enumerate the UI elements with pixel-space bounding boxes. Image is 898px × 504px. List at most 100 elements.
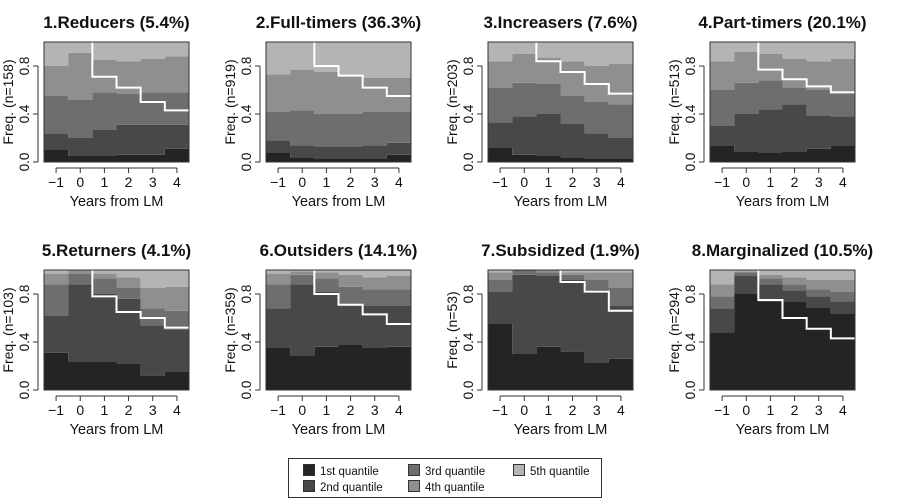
legend-swatch-2nd bbox=[303, 480, 315, 492]
band-quantile-1 bbox=[266, 344, 411, 390]
legend-swatch-4th bbox=[408, 480, 420, 492]
plot-frame bbox=[709, 41, 856, 163]
band-quantile-1 bbox=[710, 294, 855, 390]
y-tick-label: 0.0 bbox=[683, 381, 698, 400]
y-tick-label: 0.4 bbox=[461, 104, 476, 123]
step-line bbox=[91, 42, 189, 112]
y-axis-label: Freq. (n=513) bbox=[666, 59, 682, 144]
panel-6: 6.Outsiders (14.1%) −1 0 1 2 3 4 Years from LM 0… bbox=[222, 241, 417, 438]
x-tick-label: 2 bbox=[347, 402, 355, 418]
y-tick-label: 0.0 bbox=[239, 381, 254, 400]
y-tick-label: 0.8 bbox=[461, 285, 476, 304]
y-axis-label: Freq. (n=53) bbox=[444, 291, 460, 368]
band-quantile-1 bbox=[44, 352, 189, 390]
x-tick-label: 4 bbox=[839, 402, 847, 418]
band-quantile-1 bbox=[266, 152, 411, 162]
x-tick-label: 4 bbox=[617, 402, 625, 418]
x-tick-label: 0 bbox=[520, 402, 528, 418]
plot-frame bbox=[265, 41, 412, 163]
band-quantile-4 bbox=[266, 69, 411, 114]
legend-label-2nd: 2nd quantile bbox=[320, 482, 383, 494]
x-tick-label: 3 bbox=[815, 402, 823, 418]
step-line bbox=[91, 270, 189, 329]
plot-frame bbox=[709, 269, 856, 391]
x-tick-label: −1 bbox=[48, 402, 64, 418]
x-tick-label: 3 bbox=[371, 174, 379, 190]
x-tick-label: 3 bbox=[149, 174, 157, 190]
x-tick-label: 1 bbox=[323, 402, 331, 418]
band-quantile-5 bbox=[710, 270, 855, 285]
band-quantile-5 bbox=[488, 42, 633, 66]
panel-title: 5.Returners (4.1%) bbox=[42, 241, 191, 260]
x-axis-label: Years from LM bbox=[70, 194, 164, 210]
step-line bbox=[313, 42, 411, 97]
band-quantile-1 bbox=[710, 145, 855, 162]
x-tick-label: 2 bbox=[791, 174, 799, 190]
legend-item-4th: 4th quantile bbox=[408, 480, 484, 494]
panel-7: 7.Subsidized (1.9%) −1 0 1 2 3 4 Years from LM 0… bbox=[444, 241, 640, 438]
x-tick-label: 0 bbox=[520, 174, 528, 190]
x-axis-label: Years from LM bbox=[736, 422, 830, 438]
legend-swatch-1st bbox=[303, 464, 315, 476]
plot-frame bbox=[265, 269, 412, 391]
legend-item-3rd: 3rd quantile bbox=[408, 464, 485, 478]
x-tick-label: −1 bbox=[714, 402, 730, 418]
x-axis-label: Years from LM bbox=[514, 194, 608, 210]
x-tick-label: 2 bbox=[125, 402, 133, 418]
y-tick-label: 0.8 bbox=[17, 57, 32, 76]
x-tick-label: 3 bbox=[815, 174, 823, 190]
band-quantile-5 bbox=[44, 42, 189, 66]
y-tick-label: 0.4 bbox=[461, 332, 476, 351]
band-quantile-2 bbox=[710, 104, 855, 153]
x-axis-label: Years from LM bbox=[292, 422, 386, 438]
x-axis-label: Years from LM bbox=[292, 194, 386, 210]
x-tick-label: 4 bbox=[839, 174, 847, 190]
y-tick-label: 0.0 bbox=[17, 381, 32, 400]
x-tick-label: 1 bbox=[767, 402, 775, 418]
x-tick-label: 4 bbox=[173, 402, 181, 418]
y-tick-label: 0.4 bbox=[239, 332, 254, 351]
band-quantile-5 bbox=[266, 270, 411, 278]
x-tick-label: 1 bbox=[101, 174, 109, 190]
y-axis-label: Freq. (n=919) bbox=[222, 59, 238, 144]
band-quantile-4 bbox=[710, 271, 855, 297]
band-quantile-2 bbox=[488, 274, 633, 363]
x-tick-label: −1 bbox=[492, 174, 508, 190]
y-tick-label: 0.8 bbox=[683, 285, 698, 304]
x-tick-label: 0 bbox=[298, 402, 306, 418]
legend-label-1st: 1st quantile bbox=[320, 466, 379, 478]
y-axis-label: Freq. (n=158) bbox=[0, 59, 16, 144]
panel-3: 3.Increasers (7.6%) −1 0 1 2 3 4 Years from LM 0… bbox=[444, 13, 638, 210]
legend-swatch-3rd bbox=[408, 464, 420, 476]
y-tick-label: 0.4 bbox=[239, 104, 254, 123]
x-tick-label: 2 bbox=[347, 174, 355, 190]
y-tick-label: 0.8 bbox=[17, 285, 32, 304]
panel-title: 4.Part-timers (20.1%) bbox=[698, 13, 866, 32]
y-tick-label: 0.8 bbox=[239, 57, 254, 76]
x-tick-label: 3 bbox=[593, 402, 601, 418]
plot-frame bbox=[43, 41, 190, 163]
panel-title: 2.Full-timers (36.3%) bbox=[256, 13, 421, 32]
band-quantile-3 bbox=[266, 274, 411, 309]
x-tick-label: 2 bbox=[791, 402, 799, 418]
panel-title: 8.Marginalized (10.5%) bbox=[692, 241, 873, 260]
band-quantile-2 bbox=[710, 276, 855, 333]
y-tick-label: 0.8 bbox=[239, 285, 254, 304]
legend-label-3rd: 3rd quantile bbox=[425, 466, 486, 478]
band-quantile-4 bbox=[266, 271, 411, 290]
x-axis-label: Years from LM bbox=[514, 422, 608, 438]
y-axis-label: Freq. (n=203) bbox=[444, 59, 460, 144]
step-line bbox=[757, 42, 855, 94]
x-tick-label: 0 bbox=[742, 402, 750, 418]
band-quantile-4 bbox=[488, 54, 633, 105]
panel-5: 5.Returners (4.1%) −1 0 1 2 3 4 Years from LM 0.… bbox=[0, 241, 191, 438]
y-tick-label: 0.0 bbox=[461, 381, 476, 400]
x-tick-label: 3 bbox=[149, 402, 157, 418]
plot-frame bbox=[43, 269, 190, 391]
y-tick-label: 0.4 bbox=[17, 332, 32, 351]
x-tick-label: 1 bbox=[545, 174, 553, 190]
step-line bbox=[757, 270, 855, 340]
step-line bbox=[559, 270, 633, 312]
x-tick-label: 1 bbox=[767, 174, 775, 190]
plot-frame bbox=[487, 41, 634, 163]
